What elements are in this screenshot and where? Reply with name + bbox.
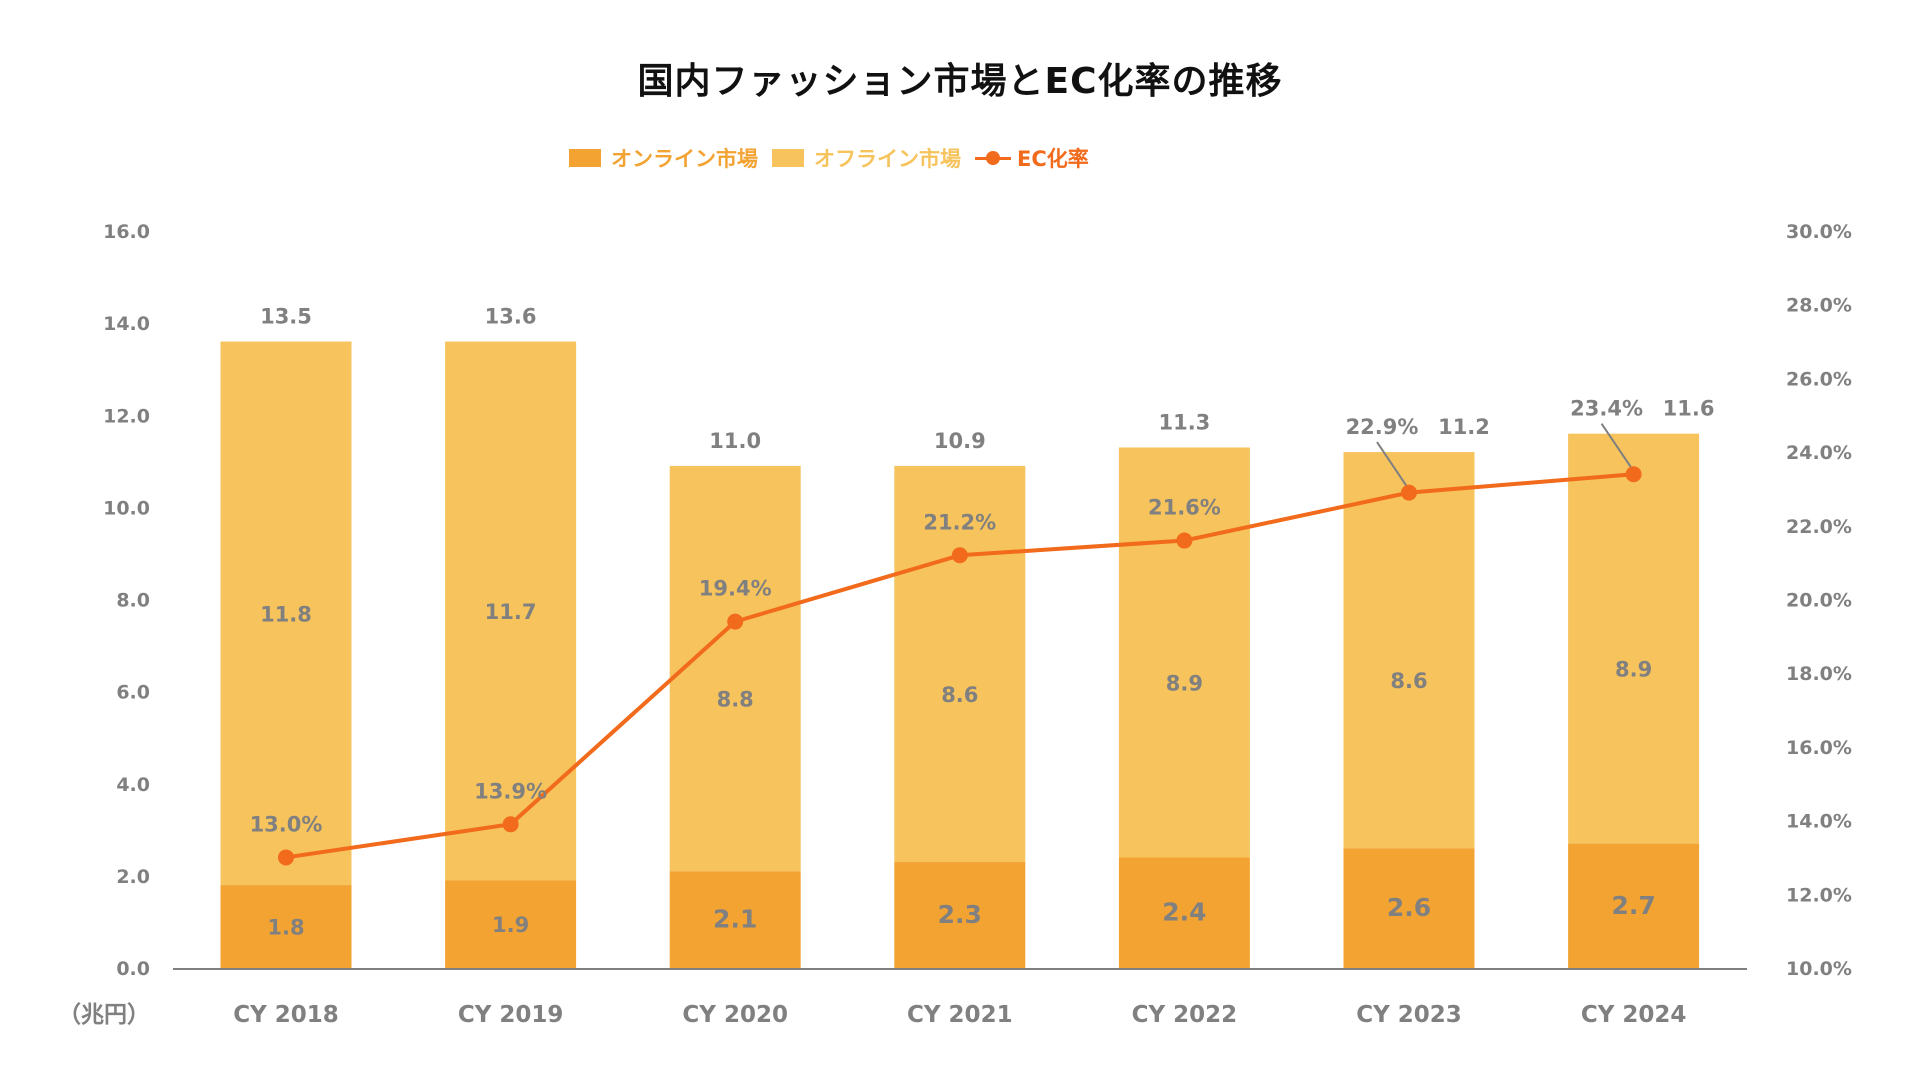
ec-rate-label: 22.9% — [1346, 415, 1419, 439]
bar-offline — [445, 341, 577, 881]
y2-tick-label: 28.0% — [1786, 295, 1852, 317]
annotation-leaders — [1376, 423, 1633, 488]
ec-rate-label: 13.9% — [474, 779, 547, 803]
online-value-label: 2.7 — [1611, 891, 1655, 920]
y2-tick-label: 20.0% — [1786, 590, 1852, 612]
legend-swatch-offline — [772, 149, 804, 167]
y-tick-label: 8.0 — [116, 590, 150, 612]
legend-swatch-online — [569, 149, 601, 167]
y2-tick-label: 10.0% — [1786, 958, 1852, 980]
total-value-label: 13.6 — [485, 305, 537, 329]
online-value-label: 2.6 — [1387, 893, 1431, 922]
y-tick-label: 2.0 — [116, 866, 150, 888]
y-axis-unit-label: （兆円） — [58, 1001, 150, 1028]
legend-label-ec-rate: EC化率 — [1017, 147, 1089, 171]
total-value-label: 11.0 — [709, 429, 761, 453]
y2-tick-label: 18.0% — [1786, 663, 1852, 685]
x-category-label: CY 2021 — [907, 1002, 1013, 1028]
ec-rate-point — [727, 613, 744, 630]
total-value-label: 10.9 — [934, 429, 986, 453]
y2-tick-label: 24.0% — [1786, 442, 1852, 464]
x-category-label: CY 2022 — [1132, 1002, 1238, 1028]
total-value-label: 11.2 — [1438, 415, 1490, 439]
leader-line — [1600, 423, 1633, 469]
y2-tick-label: 22.0% — [1786, 516, 1852, 538]
y-tick-label: 14.0 — [103, 313, 150, 335]
bar-offline — [1118, 447, 1250, 858]
data-labels: 1.8 11.8 13.5 13.0% 1.9 11.7 13.6 13.9% 2.1 8.8 11… — [250, 305, 1715, 940]
x-category-label: CY 2018 — [233, 1002, 339, 1028]
ec-rate-point — [1401, 484, 1417, 501]
y-tick-label: 16.0 — [103, 221, 150, 243]
ec-rate-label: 21.2% — [923, 510, 996, 534]
offline-value-label: 8.6 — [1390, 669, 1427, 693]
y-tick-label: 0.0 — [116, 958, 150, 980]
offline-value-label: 11.8 — [260, 602, 312, 626]
y2-tick-label: 14.0% — [1786, 811, 1852, 833]
bar-online — [445, 880, 577, 968]
x-axis-categories: CY 2018 CY 2019 CY 2020 CY 2021 CY 2022 CY 20… — [233, 1002, 1686, 1028]
bar-online — [1343, 848, 1475, 968]
ec-rate-label: 21.6% — [1148, 496, 1221, 520]
online-value-label: 2.3 — [938, 900, 982, 929]
x-category-label: CY 2020 — [682, 1002, 788, 1028]
bar-online — [669, 871, 801, 968]
bar-online — [1118, 857, 1250, 968]
ec-rate-label: 23.4% — [1570, 397, 1643, 421]
ec-rate-point — [1176, 532, 1193, 549]
bar-online — [1568, 843, 1700, 968]
online-value-label: 1.9 — [492, 913, 529, 937]
bar-offline — [220, 341, 352, 886]
legend-item-offline: オフライン市場 — [772, 143, 961, 173]
y2-tick-label: 30.0% — [1786, 221, 1852, 243]
bars — [220, 341, 1700, 968]
leader-line — [1376, 441, 1408, 488]
offline-value-label: 11.7 — [485, 600, 537, 624]
legend-line-marker-icon — [975, 149, 1011, 167]
y2-tick-label: 12.0% — [1786, 884, 1852, 906]
bar-offline — [1343, 452, 1475, 849]
offline-value-label: 8.9 — [1615, 658, 1652, 682]
x-category-label: CY 2023 — [1356, 1002, 1462, 1028]
ec-rate-point — [278, 849, 294, 866]
ec-rate-point — [502, 816, 519, 833]
ec-rate-label: 19.4% — [699, 577, 772, 601]
y-tick-label: 10.0 — [103, 497, 150, 519]
online-value-label: 1.8 — [267, 916, 304, 940]
offline-value-label: 8.6 — [941, 683, 978, 707]
y-tick-label: 4.0 — [116, 774, 150, 796]
bar-offline — [669, 465, 801, 872]
ec-rate-label: 13.0% — [250, 812, 323, 836]
online-value-label: 2.1 — [713, 905, 757, 934]
ec-rate-line — [278, 466, 1642, 866]
total-value-label: 13.5 — [260, 305, 312, 329]
chart-title: 国内ファッション市場とEC化率の推移 — [637, 61, 1283, 102]
y-axis-left: 0.0 2.0 4.0 6.0 8.0 10.0 12.0 14.0 16.0 — [103, 221, 150, 980]
ec-rate-point — [1625, 466, 1642, 483]
y2-tick-label: 26.0% — [1786, 368, 1852, 390]
offline-value-label: 8.8 — [717, 688, 754, 712]
legend-label-offline: オフライン市場 — [814, 147, 961, 171]
legend-item-ec-rate: EC化率 — [975, 143, 1089, 173]
online-value-label: 2.4 — [1162, 898, 1206, 927]
bar-offline — [1568, 433, 1700, 844]
y-tick-label: 6.0 — [116, 682, 150, 704]
bar-online — [894, 862, 1026, 968]
legend-label-online: オンライン市場 — [611, 147, 758, 171]
legend-item-online: オンライン市場 — [569, 143, 758, 173]
x-category-label: CY 2019 — [458, 1002, 564, 1028]
x-category-label: CY 2024 — [1581, 1002, 1687, 1028]
y2-tick-label: 16.0% — [1786, 737, 1852, 759]
ec-rate-point — [951, 547, 968, 564]
y-tick-label: 12.0 — [103, 405, 150, 427]
total-value-label: 11.6 — [1663, 397, 1715, 421]
bar-online — [220, 885, 352, 968]
offline-value-label: 8.9 — [1166, 671, 1203, 695]
bar-offline — [894, 465, 1026, 863]
total-value-label: 11.3 — [1158, 410, 1210, 434]
y-axis-right: 10.0% 12.0% 14.0% 16.0% 18.0% 20.0% 22.0% 24.0%… — [1786, 221, 1852, 980]
